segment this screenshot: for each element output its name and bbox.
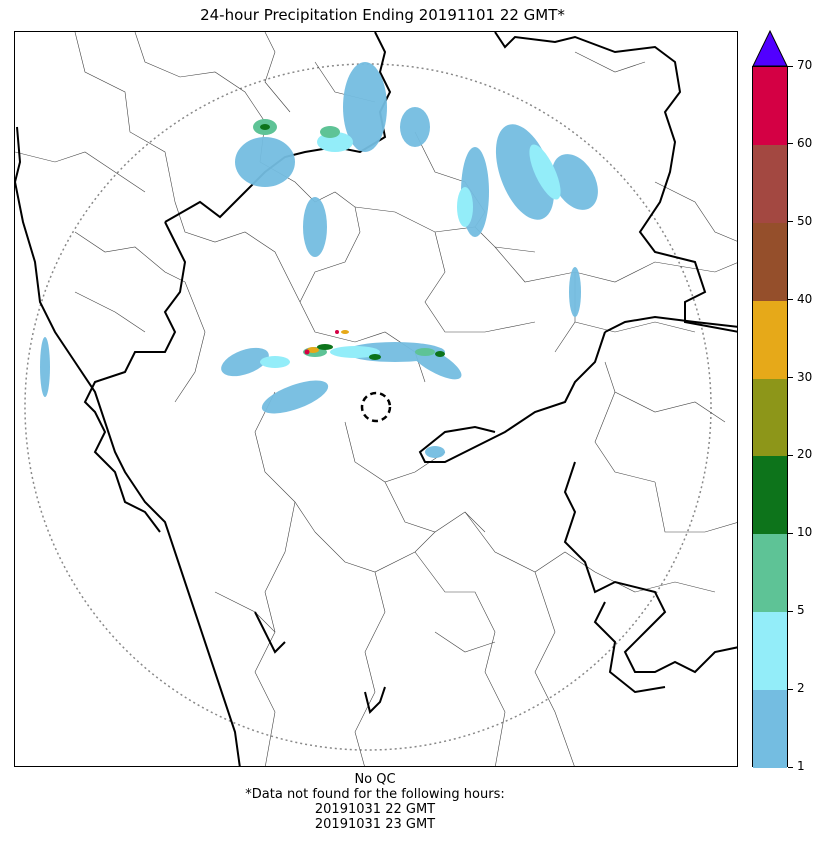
district-boundaries — [15, 32, 737, 766]
colorbar-tick-label: 70 — [797, 58, 813, 72]
missing-data-note: *Data not found for the following hours: — [245, 787, 505, 802]
colorbar-segment — [753, 690, 787, 768]
colorbar-tick-mark — [788, 454, 793, 456]
precipitation-map — [14, 31, 738, 767]
precipitation-very-heavy — [260, 124, 445, 360]
map-title: 24-hour Precipitation Ending 20191101 22… — [200, 6, 565, 24]
colorbar-tick-label: 60 — [797, 135, 813, 150]
colorbar-segment — [753, 378, 787, 457]
colorbar-tick-mark — [788, 221, 793, 223]
colorbar-segment — [753, 67, 787, 145]
colorbar-tick-mark — [788, 688, 793, 690]
colorbar-tick-label: 30 — [797, 369, 813, 384]
missing-hour: 20191031 23 GMT — [314, 817, 436, 832]
colorbar-tick-label: 20 — [797, 447, 813, 462]
colorbar-segment — [753, 456, 787, 535]
precipitation-light — [40, 62, 598, 458]
colorbar — [752, 66, 788, 768]
precipitation-max — [304, 330, 339, 355]
colorbar-tick-mark — [788, 143, 793, 145]
map-canvas — [15, 32, 737, 766]
colorbar-tick-mark — [788, 377, 793, 379]
colorbar-segment — [753, 300, 787, 379]
radar-range-circle — [24, 63, 712, 751]
colorbar-tick-label: 5 — [797, 603, 805, 618]
colorbar-tick-mark — [788, 65, 793, 67]
colorbar-segment — [753, 222, 787, 301]
radar-site-marker — [360, 391, 392, 423]
colorbar-tick-label: 2 — [797, 681, 805, 696]
colorbar-tick-mark — [788, 766, 793, 768]
colorbar-tick-label: 1 — [797, 759, 805, 773]
colorbar-tick-mark — [788, 532, 793, 534]
colorbar-tick-label: 40 — [797, 291, 813, 306]
precipitation-extreme — [307, 330, 349, 353]
colorbar-tick-label: 10 — [797, 525, 813, 540]
colorbar-tick-mark — [788, 610, 793, 612]
qc-note: No QC — [354, 772, 396, 787]
colorbar-tick-label: 50 — [797, 213, 813, 228]
colorbar-tick-mark — [788, 299, 793, 301]
map-footer: No QC *Data not found for the following … — [0, 772, 750, 832]
colorbar-extend-arrow — [752, 30, 788, 67]
colorbar-segment — [753, 534, 787, 613]
colorbar-segment — [753, 144, 787, 223]
precipitation-moderate — [260, 132, 561, 368]
missing-hour: 20191031 22 GMT — [314, 802, 436, 817]
colorbar-segment — [753, 612, 787, 691]
